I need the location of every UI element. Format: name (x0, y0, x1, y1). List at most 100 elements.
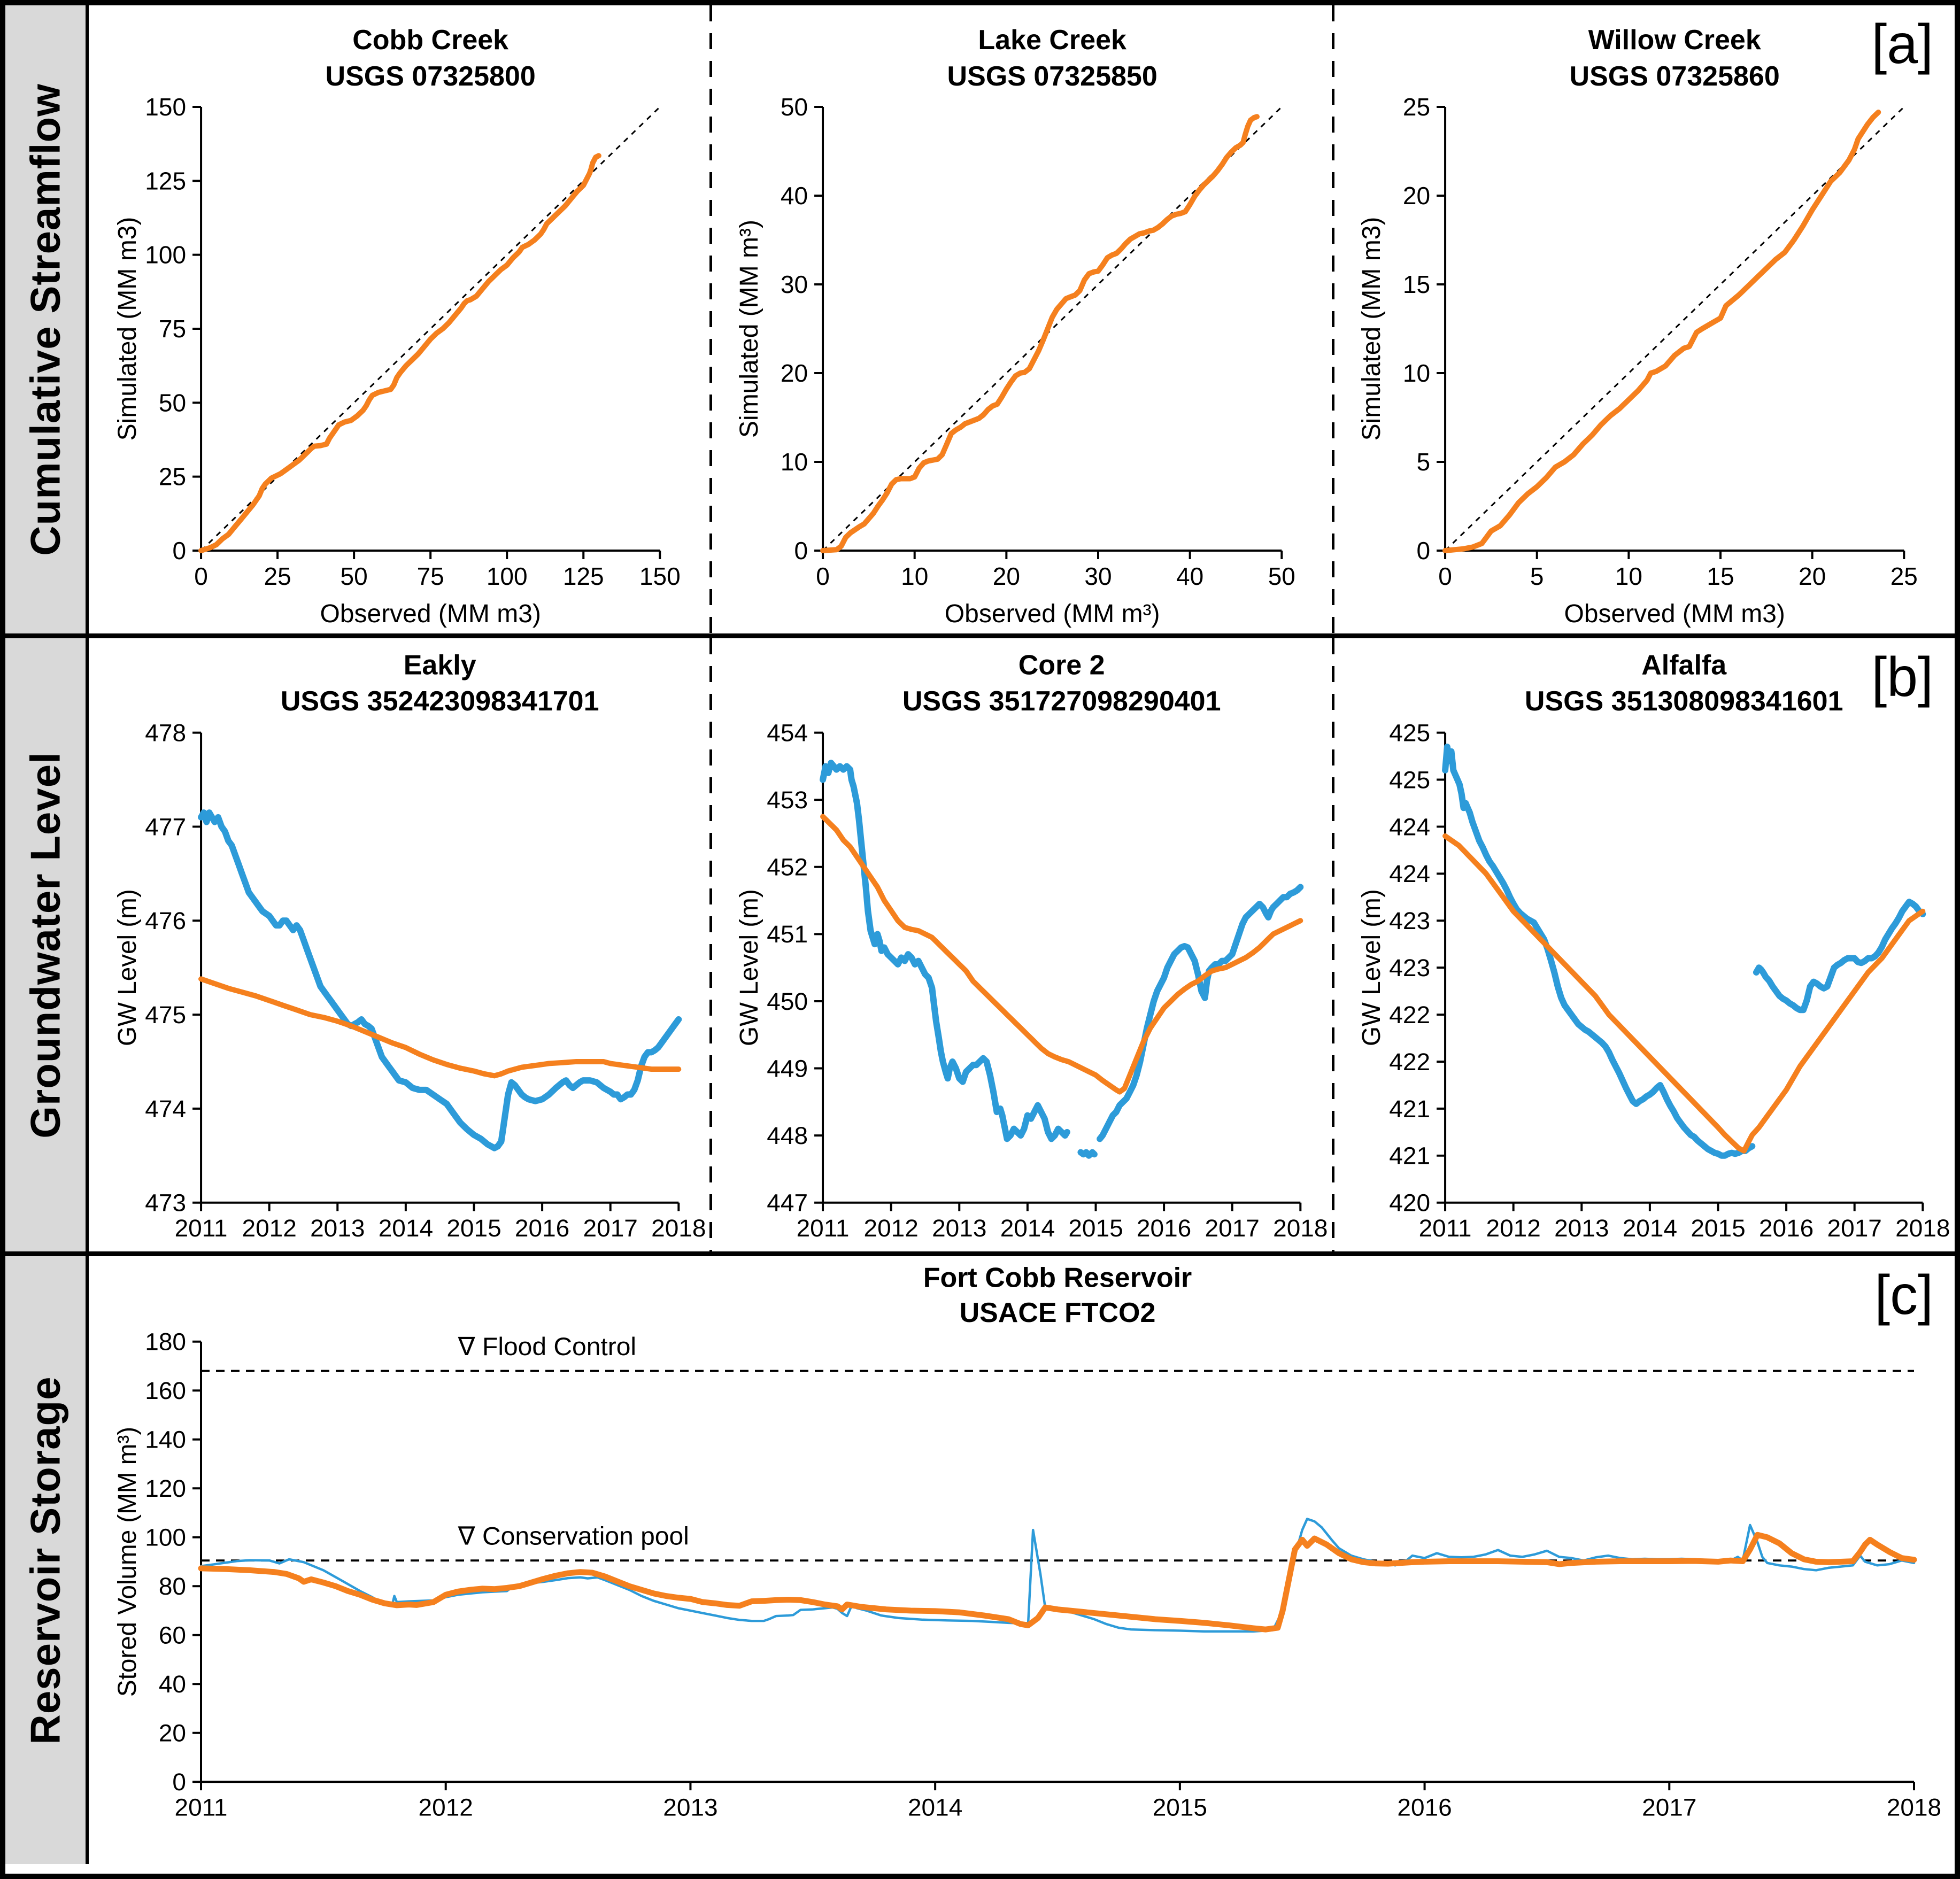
x-tick-label: 50 (1268, 562, 1295, 590)
y-tick-label: 450 (767, 988, 808, 1015)
y-tick-label: 5 (1416, 448, 1430, 476)
chart-title: Alfalfa USGS 351308098341601 (1524, 649, 1843, 716)
x-tick-label: 2013 (310, 1215, 365, 1242)
axes: 2011 2012 2013 2014 2015 2016 2017 2018 420 421 42… (1357, 720, 1950, 1242)
y-axis-label: Simulated (MM m3) (113, 217, 142, 441)
x-tick-label: 2011 (1418, 1215, 1471, 1242)
x-tick-label: 2015 (1069, 1215, 1123, 1242)
series-simulated (820, 814, 1303, 1095)
dashed-divider (1331, 5, 1334, 633)
cobb-creek-panel: Cobb Creek USGS 07325800 0 25 50 75 100 125 150 0… (89, 5, 711, 633)
series-simulated (198, 976, 682, 1079)
axes: 0 25 50 75 100 125 150 0 25 50 75 100 125 150 Observed… (113, 93, 681, 628)
y-tick-label: 449 (767, 1055, 808, 1082)
x-tick-label: 125 (563, 562, 604, 590)
svg-text:USGS 352423098341701: USGS 352423098341701 (281, 685, 599, 716)
y-tick-label: 425 (1389, 767, 1430, 794)
y-tick-label: 423 (1389, 954, 1430, 981)
y-tick-label: 423 (1389, 907, 1430, 934)
svg-text:Alfalfa: Alfalfa (1641, 649, 1727, 681)
axes: 0 5 10 15 20 25 0 5 10 15 20 25 Observed (MM m3) Simu… (1357, 93, 1918, 628)
dashed-divider (709, 5, 713, 633)
y-tick-label: 424 (1389, 813, 1430, 840)
x-axis-label: Observed (MM m3) (320, 600, 541, 628)
y-tick-label: 448 (767, 1122, 808, 1149)
x-tick-label: 2014 (1622, 1215, 1677, 1242)
x-tick-label: 2012 (864, 1215, 919, 1242)
y-tick-label: 453 (767, 786, 808, 814)
x-tick-label: 10 (901, 562, 928, 590)
y-tick-label: 40 (781, 182, 808, 210)
alfalfa-panel: Alfalfa USGS 351308098341601 2011 2012 2013 2… (1333, 638, 1955, 1251)
x-tick-label: 2016 (515, 1215, 569, 1242)
y-tick-label: 15 (1403, 270, 1430, 298)
svg-text:Willow Creek: Willow Creek (1588, 25, 1761, 56)
x-tick-label: 50 (341, 562, 368, 590)
y-tick-label: 10 (1403, 359, 1430, 387)
y-tick-label: 452 (767, 854, 808, 881)
x-axis-label: Observed (MM m³) (945, 600, 1160, 628)
x-axis-label: Observed (MM m3) (1564, 600, 1785, 628)
x-tick-label: 15 (1707, 562, 1734, 590)
y-tick-label: 0 (172, 537, 186, 565)
y-tick-label: 473 (145, 1189, 186, 1217)
x-tick-label: 30 (1085, 562, 1112, 590)
willow-creek-panel: Willow Creek USGS 07325860 0 5 10 15 20 25 0 5 10 1… (1333, 5, 1955, 633)
y-tick-label: 474 (145, 1095, 186, 1123)
lake-creek-panel: Lake Creek USGS 07325850 0 10 20 30 40 50 0 10 20 3… (711, 5, 1332, 633)
svg-text:Eakly: Eakly (404, 649, 476, 681)
x-tick-label: 150 (639, 562, 681, 590)
y-tick-label: 10 (781, 448, 808, 476)
x-tick-label: 2013 (1554, 1215, 1609, 1242)
y-tick-label: 80 (159, 1573, 186, 1600)
x-tick-label: 2015 (1153, 1794, 1207, 1821)
chart-title: Core 2 USGS 351727098290401 (902, 649, 1221, 716)
x-tick-label: 2018 (1895, 1215, 1950, 1242)
x-tick-label: 5 (1530, 562, 1544, 590)
x-tick-label: 2012 (1486, 1215, 1540, 1242)
eakly-panel: Eakly USGS 352423098341701 2011 2012 2013 201… (89, 638, 711, 1251)
y-tick-label: 50 (781, 93, 808, 121)
y-tick-label: 160 (145, 1377, 186, 1404)
y-axis-label: GW Level (m) (735, 889, 763, 1046)
svg-text:USGS 07325800: USGS 07325800 (326, 61, 536, 92)
lake-creek-chart: Lake Creek USGS 07325850 0 10 20 30 40 50 0 10 20 3… (735, 25, 1295, 628)
y-tick-label: 25 (1403, 93, 1430, 121)
x-tick-label: 25 (264, 562, 291, 590)
svg-text:USGS 07325850: USGS 07325850 (947, 61, 1158, 92)
y-tick-label: 0 (794, 537, 808, 565)
svg-text:Fort Cobb Reservoir: Fort Cobb Reservoir (923, 1262, 1192, 1293)
row-label-cell: Groundwater Level (5, 638, 89, 1251)
y-tick-label: 140 (145, 1426, 186, 1453)
y-tick-label: 50 (159, 389, 186, 416)
x-tick-label: 2012 (419, 1794, 473, 1821)
series-simulated (198, 1532, 1917, 1633)
x-tick-label: 0 (816, 562, 830, 590)
y-axis-label: Simulated (MM m³) (735, 220, 763, 438)
x-tick-label: 2012 (242, 1215, 296, 1242)
y-tick-label: 476 (145, 907, 186, 934)
y-axis-label: GW Level (m) (113, 889, 142, 1046)
panel-tag-c: [c] (1874, 1264, 1933, 1326)
chart-title: Fort Cobb Reservoir USACE FTCO2 (923, 1262, 1192, 1328)
chart-title: Lake Creek USGS 07325850 (947, 25, 1158, 92)
x-tick-label: 20 (993, 562, 1020, 590)
y-tick-label: 100 (145, 241, 186, 269)
x-tick-label: 2015 (1691, 1215, 1745, 1242)
axes: 2011 2012 2013 2014 2015 2016 2017 2018 447 448 44… (735, 720, 1328, 1242)
panel-tag-a: [a] (1871, 13, 1933, 75)
x-tick-label: 2014 (908, 1794, 962, 1821)
svg-text:Core 2: Core 2 (1018, 649, 1105, 681)
x-tick-label: 2016 (1137, 1215, 1191, 1242)
x-tick-label: 2017 (583, 1215, 638, 1242)
panel-tag-b: [b] (1871, 646, 1933, 708)
x-tick-label: 2011 (175, 1794, 228, 1821)
y-tick-label: 454 (767, 720, 808, 747)
axes: 0 10 20 30 40 50 0 10 20 30 40 50 Observed (MM m³) Si… (735, 93, 1295, 628)
chart-title: Cobb Creek USGS 07325800 (326, 25, 536, 92)
y-tick-label: 20 (1403, 182, 1430, 210)
series-observed (820, 760, 1304, 1159)
svg-text:USGS 351308098341601: USGS 351308098341601 (1524, 685, 1843, 716)
